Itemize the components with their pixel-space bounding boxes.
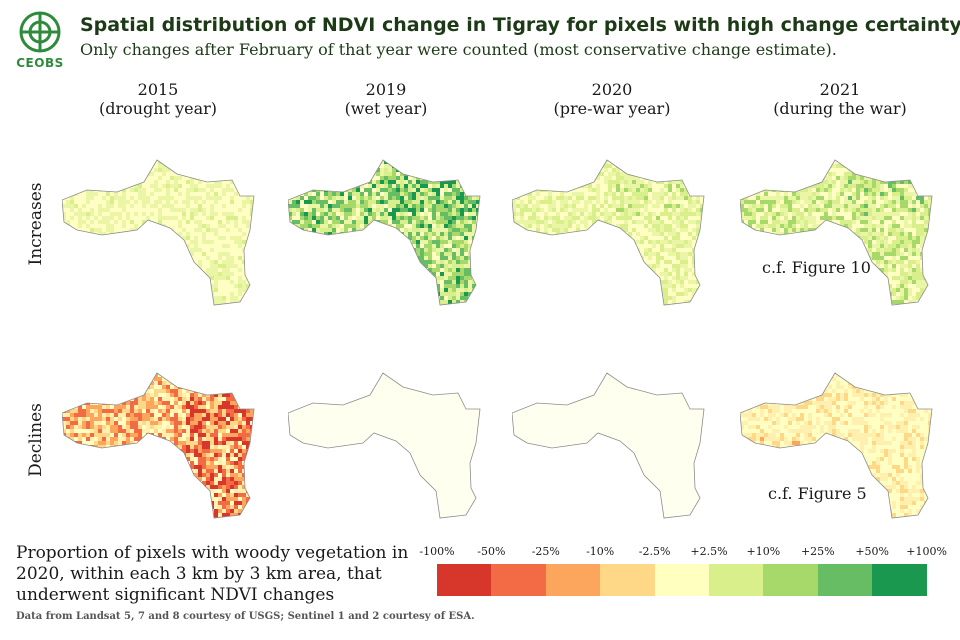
tigray-map-increases-2019 bbox=[287, 155, 488, 315]
legend-swatch bbox=[654, 564, 710, 596]
globe-icon bbox=[19, 11, 61, 53]
legend-swatch bbox=[437, 564, 492, 596]
legend-swatch bbox=[491, 564, 547, 596]
legend-tick: -10% bbox=[586, 545, 615, 558]
column-note: (wet year) bbox=[344, 99, 428, 118]
legend-swatch bbox=[763, 564, 819, 596]
legend-swatch bbox=[600, 564, 656, 596]
figure-reference-increases: c.f. Figure 10 bbox=[762, 258, 871, 277]
tigray-map-increases-2021 bbox=[739, 155, 940, 315]
figure-reference-declines: c.f. Figure 5 bbox=[768, 484, 867, 503]
tigray-map-declines-2019 bbox=[287, 368, 488, 528]
tigray-map-increases-2020 bbox=[511, 155, 712, 315]
column-header-2019: 2019 (wet year) bbox=[296, 80, 476, 118]
column-year: 2021 bbox=[819, 80, 861, 99]
row-label-increases: Increases bbox=[26, 182, 46, 266]
column-header-2015: 2015 (drought year) bbox=[68, 80, 248, 118]
tigray-map-increases-2015 bbox=[61, 155, 262, 315]
column-year: 2019 bbox=[365, 80, 407, 99]
legend-description: Proportion of pixels with woody vegetati… bbox=[16, 543, 409, 605]
column-header-2021: 2021 (during the war) bbox=[750, 80, 930, 118]
legend-tick: -25% bbox=[531, 545, 560, 558]
legend-swatch bbox=[872, 564, 928, 596]
data-source: Data from Landsat 5, 7 and 8 courtesy of… bbox=[16, 611, 475, 622]
tigray-map-declines-2015 bbox=[61, 368, 262, 528]
legend-tick: +100% bbox=[906, 545, 947, 558]
column-header-2020: 2020 (pre-war year) bbox=[522, 80, 702, 118]
page-subtitle: Only changes after February of that year… bbox=[80, 40, 837, 59]
ceobs-logo: CEOBS bbox=[12, 10, 68, 74]
legend-tick: -50% bbox=[477, 545, 506, 558]
legend-swatch bbox=[709, 564, 764, 596]
legend-tick: -100% bbox=[419, 545, 455, 558]
column-note: (drought year) bbox=[98, 99, 218, 118]
column-note: (pre-war year) bbox=[553, 99, 671, 118]
legend-tick: +10% bbox=[746, 545, 781, 558]
row-label-declines: Declines bbox=[26, 403, 46, 477]
legend-tick: -2.5% bbox=[638, 545, 671, 558]
legend-tick: +50% bbox=[855, 545, 890, 558]
tigray-map-declines-2020 bbox=[511, 368, 712, 528]
column-year: 2020 bbox=[591, 80, 633, 99]
legend-tick: +2.5% bbox=[690, 545, 728, 558]
column-year: 2015 bbox=[137, 80, 179, 99]
column-note: (during the war) bbox=[773, 99, 907, 118]
legend-swatch bbox=[817, 564, 873, 596]
logo-text: CEOBS bbox=[16, 56, 64, 70]
legend-tick: +25% bbox=[800, 545, 835, 558]
legend-swatch bbox=[545, 564, 601, 596]
tigray-map-declines-2021 bbox=[739, 368, 940, 528]
page-title: Spatial distribution of NDVI change in T… bbox=[80, 14, 960, 36]
